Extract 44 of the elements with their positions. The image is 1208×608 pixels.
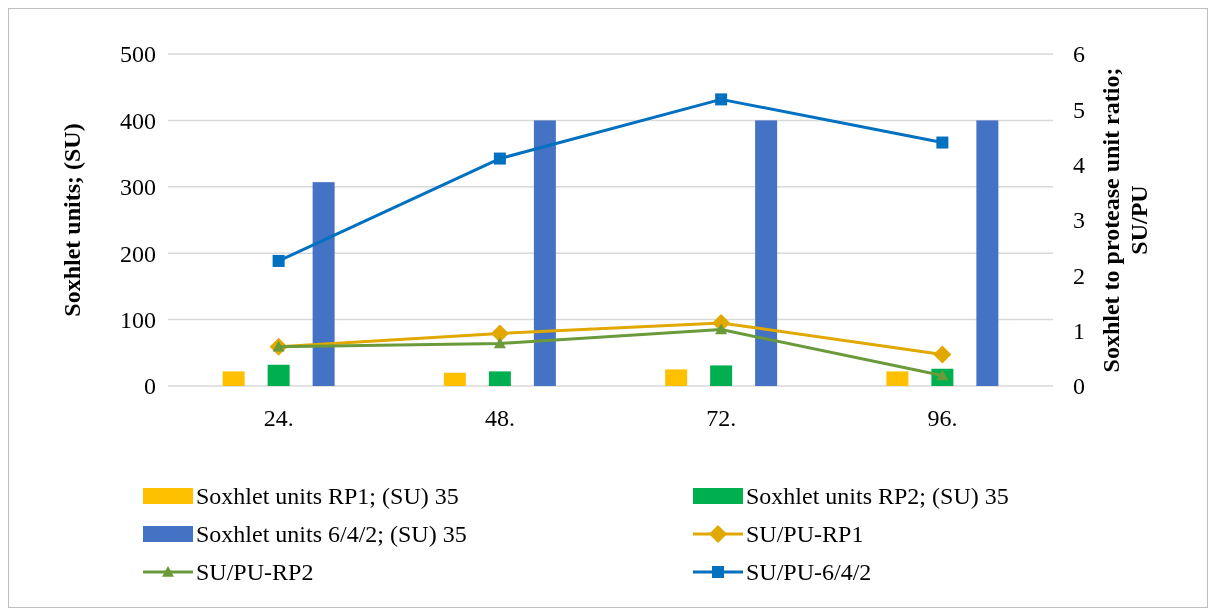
point	[493, 152, 506, 165]
y2-tick-label: 2	[1073, 262, 1085, 289]
bar	[222, 371, 245, 386]
y-axis-title: Soxhlet units; (SU)	[59, 123, 85, 317]
bar	[710, 365, 733, 386]
point	[933, 345, 952, 364]
point	[490, 324, 509, 343]
bar	[755, 120, 778, 386]
legend-label: Soxhlet units 6/4/2; (SU) 35	[196, 521, 467, 548]
legend-label: SU/PU-RP2	[196, 559, 314, 586]
bar	[443, 372, 466, 386]
y2-tick-label: 4	[1073, 152, 1085, 179]
legend-label: SU/PU-RP1	[746, 521, 864, 548]
y2-tick-label: 6	[1073, 41, 1085, 68]
bar	[976, 120, 999, 386]
y-tick-label: 500	[120, 41, 156, 68]
legend-label: Soxhlet units RP2; (SU) 35	[746, 483, 1009, 510]
y2-tick-label: 5	[1073, 96, 1085, 123]
y2-axis-title: Soxhlet to protease unit ratio; SU/PU	[1098, 67, 1152, 373]
point	[715, 93, 728, 106]
legend-label: SU/PU-6/4/2	[746, 559, 872, 586]
point	[715, 323, 728, 335]
x-tick-label: 48.	[484, 405, 515, 431]
bar	[665, 369, 688, 386]
point	[493, 337, 506, 349]
legend-label: Soxhlet units RP1; (SU) 35	[196, 483, 459, 510]
y-tick-label: 100	[120, 307, 156, 333]
bar	[886, 371, 909, 386]
point	[272, 254, 285, 267]
y-tick-label: 400	[120, 107, 156, 134]
y-tick-label: 0	[144, 373, 156, 400]
x-tick-label: 72.	[706, 405, 737, 431]
y2-tick-label: 3	[1073, 207, 1085, 234]
x-tick-label: 24.	[263, 405, 294, 431]
x-tick-label: 96.	[927, 405, 958, 431]
bar	[488, 371, 511, 386]
bar	[312, 182, 335, 386]
y-tick-label: 300	[120, 174, 156, 201]
bar	[267, 364, 290, 386]
bar	[533, 120, 556, 386]
y-tick-label: 200	[120, 240, 156, 267]
y2-tick-label: 0	[1073, 373, 1085, 400]
y2-tick-label: 1	[1073, 318, 1085, 345]
point	[936, 136, 949, 149]
